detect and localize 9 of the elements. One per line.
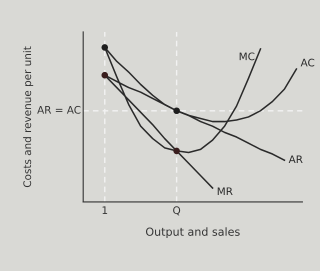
- series-label: MR: [218, 187, 233, 196]
- y-axis-title: Costs and revenue per unit: [23, 46, 34, 188]
- series-label: MC: [240, 52, 254, 60]
- x-axis-title: Output and sales: [146, 227, 240, 238]
- ref-line-label: AR = AC: [37, 106, 80, 114]
- x-tick-label: Q: [173, 206, 180, 216]
- series-label: AR: [288, 155, 303, 164]
- series-label: AC: [300, 58, 314, 67]
- x-tick-label: 1: [102, 206, 108, 214]
